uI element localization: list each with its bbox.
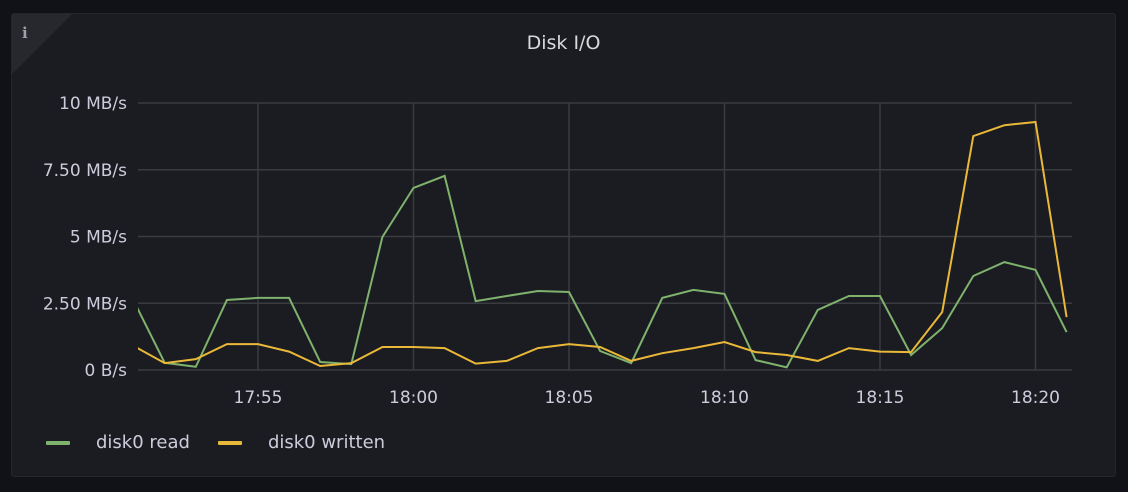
legend-item-written[interactable]: disk0 written bbox=[217, 432, 386, 453]
y-tick-label: 5 MB/s bbox=[70, 228, 127, 248]
legend-swatch-read bbox=[46, 440, 70, 445]
y-tick-label: 2.50 MB/s bbox=[43, 294, 127, 314]
series-line-read bbox=[138, 174, 1068, 369]
legend-swatch-written bbox=[217, 440, 242, 445]
y-tick-label: 7.50 MB/s bbox=[43, 161, 127, 181]
info-corner[interactable] bbox=[12, 14, 72, 74]
series-line-written bbox=[138, 120, 1068, 368]
panel-title[interactable]: Disk I/O bbox=[526, 32, 601, 54]
x-tick-label: 18:15 bbox=[856, 388, 905, 408]
x-tick-label: 18:05 bbox=[545, 388, 594, 408]
legend-label-written: disk0 written bbox=[267, 432, 386, 453]
y-tick-label: 10 MB/s bbox=[59, 94, 127, 114]
x-tick-label: 18:00 bbox=[389, 388, 438, 408]
y-tick-label: 0 B/s bbox=[85, 361, 128, 381]
disk-io-panel: i Disk I/O disk0 read disk0 written bbox=[11, 13, 1116, 477]
x-tick-label: 18:10 bbox=[700, 388, 749, 408]
info-icon[interactable]: i bbox=[22, 24, 28, 42]
legend: disk0 read disk0 written bbox=[46, 432, 385, 453]
x-tick-label: 17:55 bbox=[234, 388, 283, 408]
legend-label-read: disk0 read bbox=[96, 432, 190, 453]
legend-item-read[interactable]: disk0 read bbox=[46, 432, 190, 453]
x-tick-label: 18:20 bbox=[1011, 388, 1060, 408]
